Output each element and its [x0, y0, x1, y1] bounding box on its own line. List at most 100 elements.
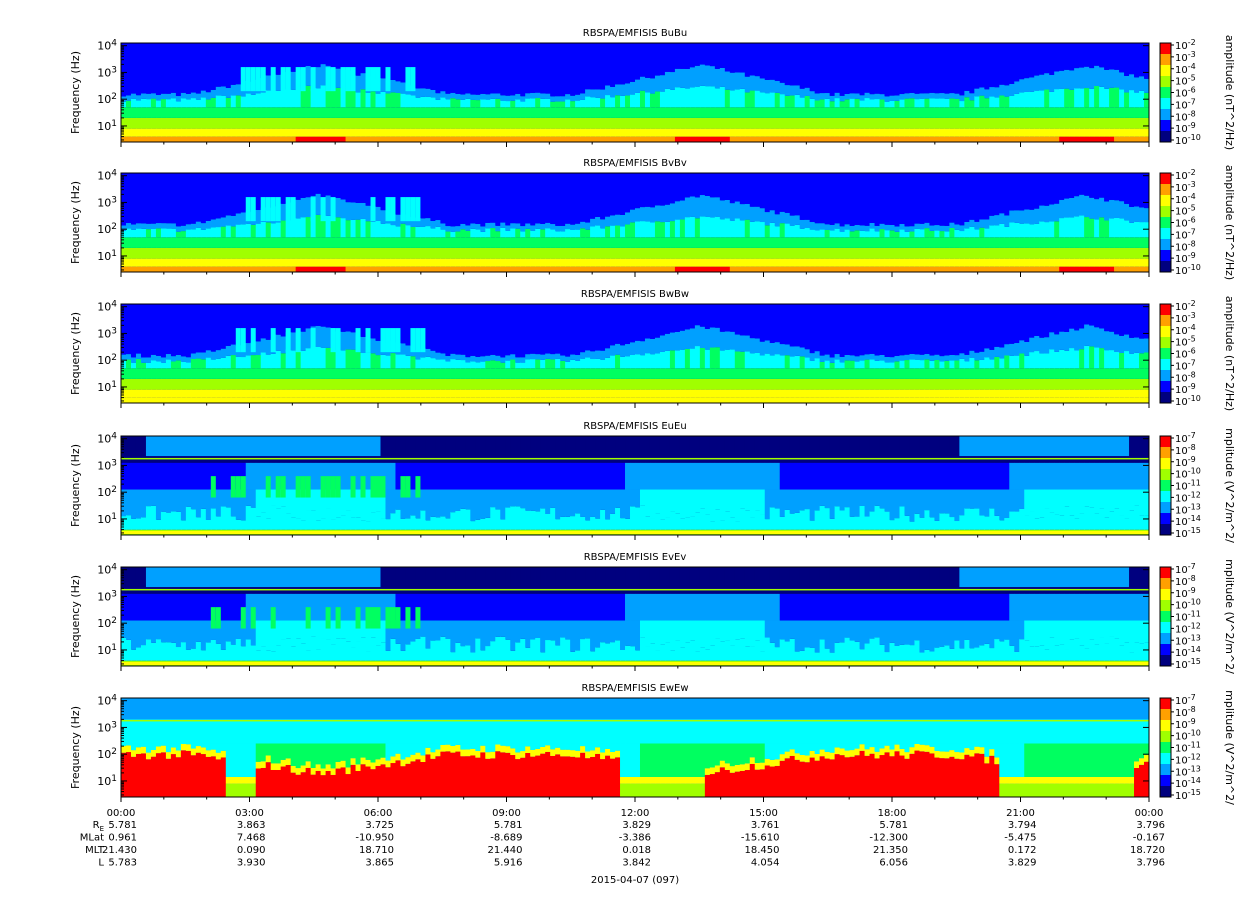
panel-4: RBSPA/EMFISIS EuEu 101 102 103 104 Frequency … [69, 421, 1236, 543]
colorbar-label: mplitude (V^2/m^2/ [1223, 428, 1236, 543]
colorbar-tick-label: 10-7 [1175, 693, 1196, 707]
orbit-value: 0.018 [622, 845, 651, 856]
panel-5: RBSPA/EMFISIS EvEv 101 102 103 104 Frequency … [69, 552, 1236, 674]
orbit-row-label: MLat [80, 833, 104, 844]
colorbar-tick-label: 10-5 [1175, 74, 1196, 88]
colorbar-tick-label: 10-7 [1175, 97, 1196, 111]
colorbar-tick-label: 10-2 [1175, 168, 1196, 182]
y-axis-label: Frequency (Hz) [69, 444, 82, 527]
colorbar-tick-label: 10-3 [1175, 180, 1196, 194]
y-tick-label: 101 [97, 512, 117, 526]
x-tick-label: 12:00 [621, 808, 650, 819]
colorbar-tick-label: 10-14 [1175, 514, 1201, 528]
y-tick-label: 102 [97, 222, 117, 236]
orbit-value: -5.475 [1004, 833, 1036, 844]
orbit-value: 3.796 [1136, 858, 1165, 869]
x-tick-label: 18:00 [878, 808, 907, 819]
orbit-value: 4.054 [751, 858, 780, 869]
colorbar-tick-label: 10-2 [1175, 299, 1196, 313]
y-axis-label: Frequency (Hz) [69, 51, 82, 134]
spectrogram-image [121, 43, 1149, 142]
colorbar-tick-label: 10-11 [1175, 610, 1201, 624]
orbit-value: 3.863 [237, 820, 266, 831]
colorbar-tick-label: 10-15 [1175, 526, 1201, 540]
y-tick-label: 104 [97, 300, 117, 314]
colorbar-tick-label: 10-4 [1175, 323, 1196, 337]
colorbar-tick-label: 10-7 [1175, 358, 1196, 372]
y-tick-label: 102 [97, 747, 117, 761]
colorbar-label: amplitude (nT^2/Hz) [1223, 165, 1236, 280]
colorbar-label: mplitude (V^2/m^2/ [1223, 559, 1236, 674]
spectrogram-image [121, 567, 1149, 666]
y-tick-label: 102 [97, 485, 117, 499]
colorbar-tick-label: 10-13 [1175, 764, 1201, 778]
colorbar-tick-label: 10-8 [1175, 705, 1196, 719]
orbit-value: 3.865 [365, 858, 394, 869]
panel-6: RBSPA/EMFISIS EwEw 101 102 103 104 Frequency … [69, 683, 1236, 805]
colorbar-tick-label: 10-14 [1175, 776, 1201, 790]
colorbar-tick-label: 10-11 [1175, 741, 1201, 755]
orbit-value: 21.430 [102, 845, 137, 856]
orbit-value: 3.829 [622, 820, 651, 831]
orbit-value: 5.783 [108, 858, 137, 869]
colorbar-tick-label: 10-3 [1175, 50, 1196, 64]
y-tick-label: 103 [97, 65, 117, 79]
y-tick-label: 101 [97, 774, 117, 788]
colorbar-tick-label: 10-6 [1175, 347, 1196, 361]
colorbar-tick-label: 10-5 [1175, 335, 1196, 349]
colorbar-tick-label: 10-8 [1175, 443, 1196, 457]
colorbar-tick-label: 10-11 [1175, 479, 1201, 493]
colorbar-tick-label: 10-10 [1175, 133, 1201, 147]
orbit-value: 3.842 [622, 858, 651, 869]
colorbar-tick-label: 10-6 [1175, 86, 1196, 100]
panel-1: RBSPA/EMFISIS BuBu 101 102 103 104 Frequency … [69, 28, 1236, 150]
orbit-value: -3.386 [619, 833, 651, 844]
colorbar-tick-label: 10-9 [1175, 455, 1196, 469]
orbit-value: 21.440 [488, 845, 523, 856]
spectrogram-image [121, 436, 1149, 535]
panel-2: RBSPA/EMFISIS BvBv 101 102 103 104 Frequency … [69, 158, 1236, 280]
orbit-value: 18.450 [745, 845, 780, 856]
orbit-value: -0.167 [1133, 833, 1165, 844]
y-tick-label: 101 [97, 119, 117, 133]
y-tick-label: 101 [97, 380, 117, 394]
y-tick-label: 102 [97, 353, 117, 367]
y-tick-label: 104 [97, 563, 117, 577]
colorbar-tick-label: 10-13 [1175, 633, 1201, 647]
x-tick-label: 00:00 [1135, 808, 1164, 819]
y-tick-label: 102 [97, 92, 117, 106]
panels-group: RBSPA/EMFISIS BuBu 101 102 103 104 Frequency … [69, 28, 1236, 805]
y-tick-label: 103 [97, 326, 117, 340]
colorbar-tick-label: 10-15 [1175, 788, 1201, 802]
orbit-value: 18.720 [1130, 845, 1165, 856]
orbit-value: -12.300 [869, 833, 908, 844]
colorbar-tick-label: 10-7 [1175, 431, 1196, 445]
panel-title: RBSPA/EMFISIS BuBu [583, 28, 687, 39]
y-tick-label: 102 [97, 616, 117, 630]
x-tick-label: 21:00 [1006, 808, 1035, 819]
orbit-value: 18.710 [359, 845, 394, 856]
orbit-value: 3.829 [1008, 858, 1037, 869]
panel-title: RBSPA/EMFISIS BvBv [583, 158, 687, 169]
colorbar-tick-label: 10-9 [1175, 251, 1196, 265]
orbit-value: -8.689 [490, 833, 522, 844]
y-tick-label: 104 [97, 39, 117, 53]
colorbar: 10-710-810-910-1010-1110-1210-1310-1410-… [1159, 559, 1236, 674]
orbit-value: 0.172 [1008, 845, 1037, 856]
orbit-row-label: L [98, 858, 104, 869]
colorbar-tick-label: 10-9 [1175, 121, 1196, 135]
x-tick-label: 06:00 [364, 808, 393, 819]
y-tick-label: 103 [97, 458, 117, 472]
orbit-value: 6.056 [879, 858, 908, 869]
x-tick-label: 00:00 [107, 808, 136, 819]
orbit-value: 0.961 [108, 833, 137, 844]
colorbar-tick-label: 10-7 [1175, 227, 1196, 241]
orbit-value: 5.781 [879, 820, 908, 831]
colorbar-tick-label: 10-9 [1175, 717, 1196, 731]
time-axis: 00:00 03:00 06:00 09:00 12:00 15:00 18:00 21:00… [80, 808, 1165, 886]
panel-title: RBSPA/EMFISIS EuEu [583, 421, 686, 432]
colorbar-tick-label: 10-7 [1175, 562, 1196, 576]
colorbar-tick-label: 10-10 [1175, 598, 1201, 612]
spectrogram-image [121, 173, 1149, 272]
